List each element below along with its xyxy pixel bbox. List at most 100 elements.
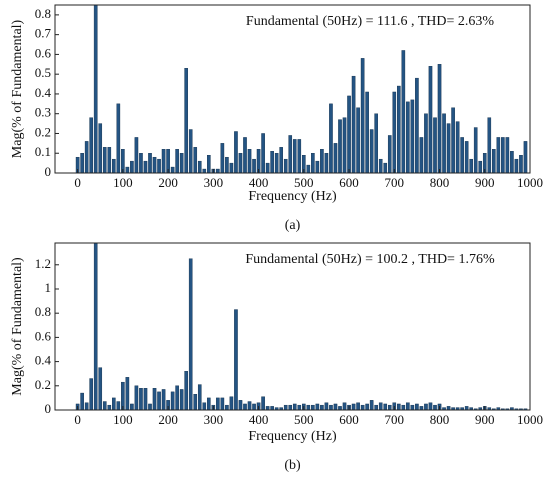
bar [193, 394, 198, 410]
bar [175, 149, 179, 173]
bar [406, 402, 410, 410]
bar [446, 123, 451, 173]
bar [179, 389, 184, 410]
bar [247, 149, 252, 173]
bar [320, 149, 324, 173]
bar [378, 158, 383, 173]
bar [130, 160, 134, 173]
bar [406, 101, 410, 173]
bar [356, 402, 360, 410]
bar [207, 397, 211, 410]
y-tick-label: 0.5 [35, 65, 51, 80]
bar [148, 153, 152, 173]
bar [424, 113, 428, 173]
bar [306, 164, 311, 173]
bar [84, 402, 89, 410]
bar [216, 168, 220, 173]
bar [261, 396, 265, 410]
bar [220, 143, 225, 173]
bar [139, 153, 143, 173]
x-tick-label: 300 [204, 175, 224, 190]
bar [121, 381, 125, 410]
bar [451, 107, 455, 173]
bar [433, 117, 437, 173]
bar [478, 160, 483, 173]
bar [265, 406, 270, 410]
bar [374, 404, 378, 410]
bar [410, 404, 415, 410]
bar [455, 121, 460, 173]
bar [306, 404, 311, 410]
bar [387, 135, 392, 173]
bar [188, 258, 193, 410]
bar [116, 103, 121, 173]
bar [501, 137, 505, 173]
bar [428, 402, 433, 410]
bar [116, 401, 121, 410]
bar [80, 392, 84, 410]
bar [107, 404, 112, 410]
bar [442, 113, 446, 173]
x-tick-label: 400 [249, 175, 269, 190]
y-tick-label: 0 [45, 401, 52, 416]
x-axis-label: Frequency (Hz) [248, 189, 337, 204]
bar [383, 162, 388, 173]
bar [469, 158, 473, 173]
bar [216, 397, 220, 410]
plot-frame [54, 242, 531, 411]
bar [297, 404, 302, 410]
bar [410, 99, 415, 173]
bar [473, 127, 478, 173]
bar [311, 153, 315, 173]
y-tick-label: 1.2 [35, 256, 51, 271]
x-tick-label: 0 [74, 175, 81, 190]
bar [157, 158, 161, 173]
caption: (b) [284, 458, 301, 473]
bar [415, 403, 419, 410]
bar [288, 404, 293, 410]
y-axis-label: Mag(% of Fundamental) [10, 19, 25, 158]
bar [152, 156, 157, 173]
x-tick-label: 1000 [517, 175, 543, 190]
x-tick-label: 300 [204, 412, 224, 427]
x-tick-label: 800 [430, 175, 450, 190]
bar [166, 400, 170, 410]
bar [274, 153, 279, 173]
bar [324, 402, 329, 410]
bar [442, 407, 446, 410]
y-axis-label: Mag(% of Fundamental) [10, 257, 25, 396]
bar [107, 147, 112, 173]
bar [437, 64, 442, 173]
bar [387, 404, 392, 410]
x-tick-label: 500 [294, 175, 314, 190]
x-tick-label: 400 [249, 412, 269, 427]
bar [523, 408, 528, 410]
bar [324, 153, 329, 173]
bar [374, 113, 378, 173]
bar [478, 407, 483, 410]
bar [311, 404, 315, 410]
bar [333, 403, 338, 410]
bar [130, 403, 134, 410]
bar [510, 151, 514, 173]
bar [315, 403, 320, 410]
y-tick-label: 0.2 [35, 124, 51, 139]
bar [401, 404, 406, 410]
bar [292, 139, 297, 173]
bar [283, 404, 288, 410]
x-tick-label: 500 [294, 412, 314, 427]
bar [80, 153, 84, 173]
bar [229, 396, 234, 410]
bar [514, 408, 519, 410]
bar [270, 406, 274, 410]
bar [342, 402, 347, 410]
bar [464, 406, 469, 410]
bar [125, 166, 130, 173]
bar [238, 153, 243, 173]
bar [419, 406, 424, 410]
bar [193, 147, 198, 173]
bar [365, 403, 369, 410]
bar [161, 389, 166, 410]
y-tick-label: 0.4 [35, 85, 52, 100]
bar [510, 407, 514, 410]
